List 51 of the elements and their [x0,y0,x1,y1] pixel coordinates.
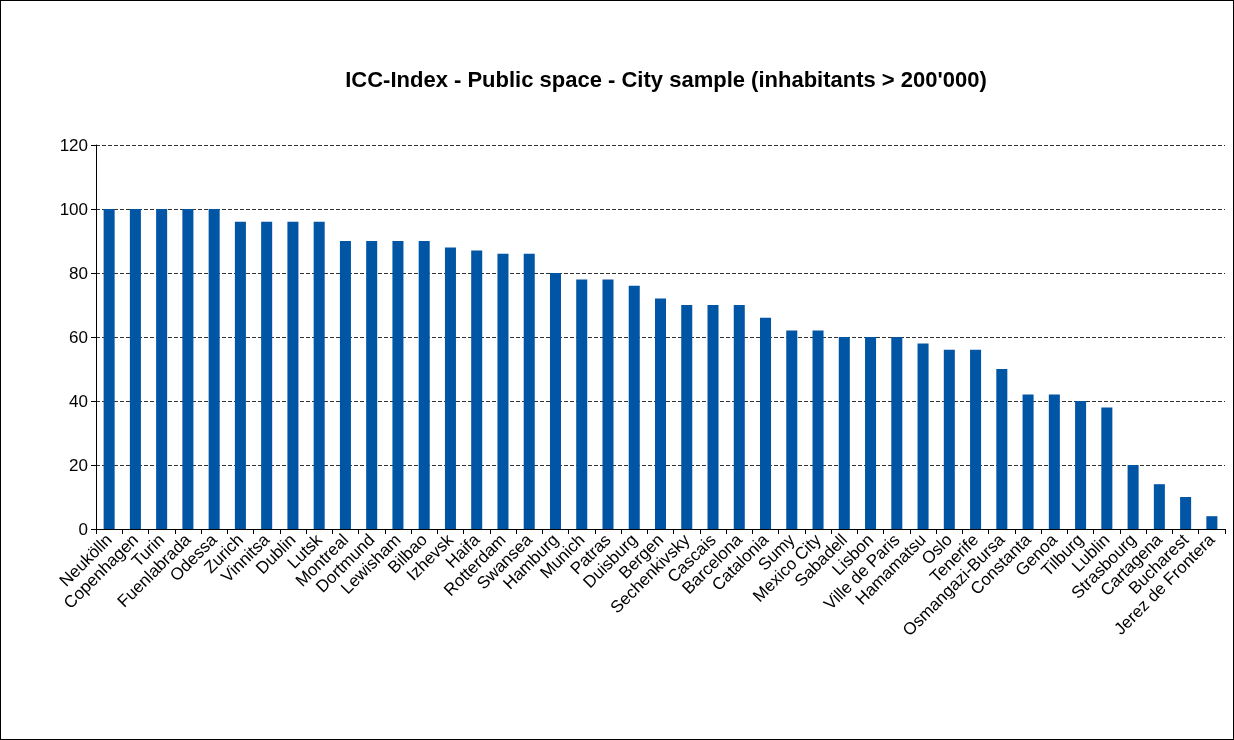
bar [339,241,351,529]
bar [943,349,955,529]
bar [786,330,798,529]
bar [471,250,483,529]
bar [733,305,745,529]
bar [261,221,273,529]
y-tick-label: 60 [69,327,88,347]
bar [182,209,194,529]
bar [549,273,561,529]
y-tick-label: 80 [69,263,88,283]
y-tick-label: 20 [69,455,88,475]
bar [628,285,640,529]
bar [1206,516,1218,529]
bar [1048,394,1060,529]
bar [392,241,404,529]
bar [996,369,1008,529]
bar [681,305,693,529]
bar [418,241,430,529]
bar [1022,394,1034,529]
bar [287,221,299,529]
bar [156,209,168,529]
bar [313,221,325,529]
y-tick-label: 100 [59,199,88,219]
bar [1180,497,1192,529]
bar [523,253,535,529]
bar [234,221,246,529]
y-tick-label: 40 [69,391,88,411]
bar [707,305,719,529]
bar [1127,465,1139,529]
y-tick-label: 0 [78,519,88,539]
chart-title: ICC-Index - Public space - City sample (inhabitants > 200'000) [345,66,987,92]
bar [576,279,588,529]
bar [129,209,141,529]
bar [602,279,614,529]
bar [760,317,772,529]
bar [917,343,929,529]
bar [891,337,903,529]
y-tick-label: 120 [59,135,88,155]
bar [654,298,667,529]
bar [838,337,850,529]
bar [1153,484,1165,529]
bar [865,337,877,529]
bar [970,349,982,529]
bar [812,330,824,529]
bar [366,241,378,529]
bar [208,209,220,529]
bar [103,209,115,529]
bar [444,247,456,529]
bar [1075,401,1087,529]
bar [1101,407,1113,529]
bar [497,253,509,529]
